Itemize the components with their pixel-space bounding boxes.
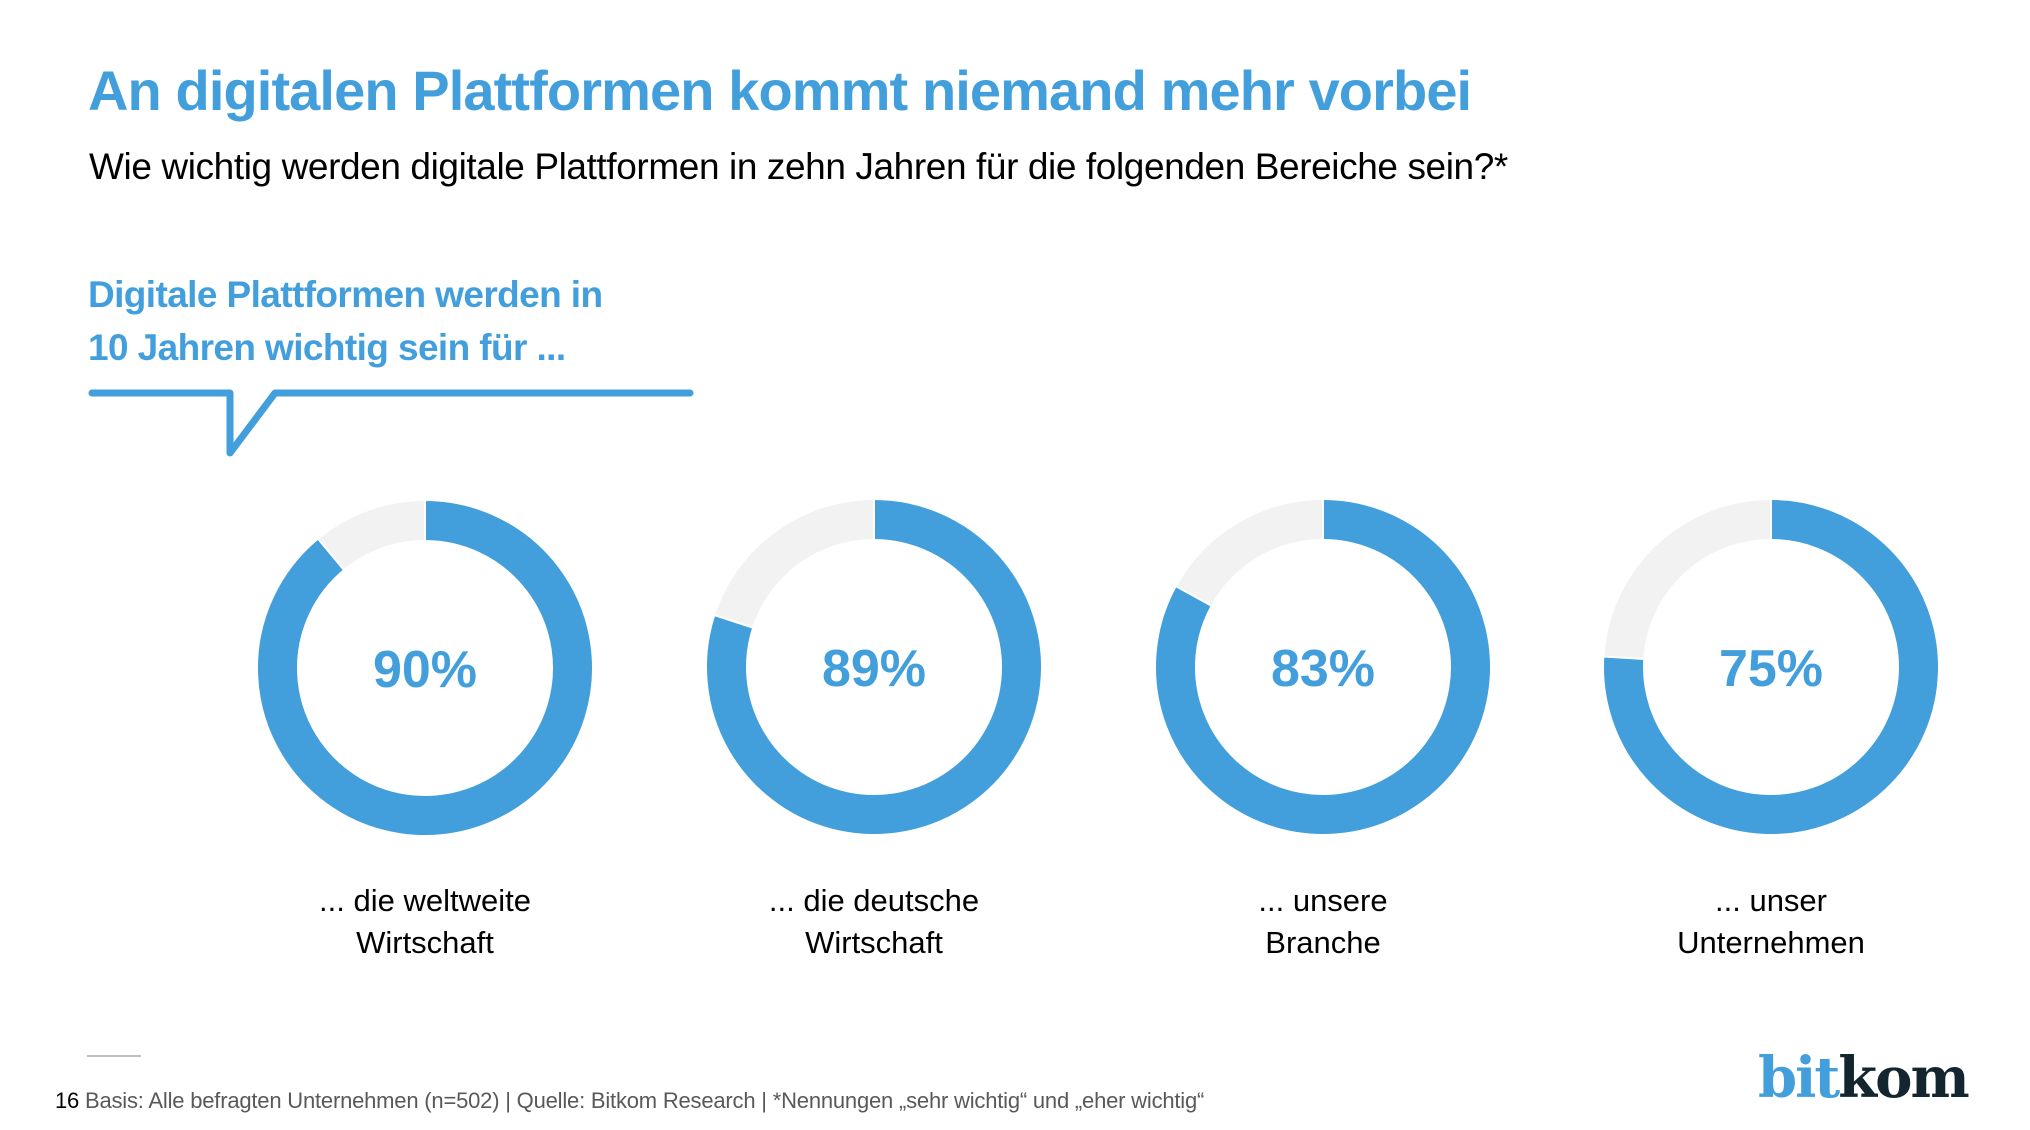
category-label-line-2: Wirtschaft xyxy=(356,925,494,960)
donut-value-segment xyxy=(258,501,592,835)
donut-chart: 75% xyxy=(1603,499,1938,834)
segment-separator xyxy=(1175,585,1213,607)
category-label-line-1: ... unsere xyxy=(1258,883,1388,918)
donut-value-segment xyxy=(707,500,1041,834)
category-label-line-1: ... die deutsche xyxy=(768,883,980,918)
logo-part-kom: kom xyxy=(1838,1045,1969,1111)
footer: 16 Basis: Alle befragten Unternehmen (n=… xyxy=(55,1088,1204,1114)
segment-separator xyxy=(1603,655,1645,661)
donut-chart: 90% xyxy=(258,500,592,835)
callout-line-1: Digitale Plattformen werden in xyxy=(88,274,603,315)
page-number: 16 xyxy=(55,1088,80,1113)
category-label-line-2: Branche xyxy=(1265,925,1381,960)
donut-remainder-segment xyxy=(1604,500,1772,660)
donut-value-segment xyxy=(1604,500,1938,834)
segment-separator xyxy=(713,614,754,629)
donut-value-label: 89% xyxy=(822,640,926,698)
category-label-line-2: Unternehmen xyxy=(1677,925,1865,960)
callout-line-2: 10 Jahren wichtig sein für ... xyxy=(88,327,566,368)
donut-value-label: 75% xyxy=(1719,640,1823,698)
speech-bubble-line xyxy=(88,389,694,457)
donut-value-label: 83% xyxy=(1271,640,1375,698)
category-label-line-1: ... unser xyxy=(1715,883,1827,918)
slide-subtitle: Wie wichtig werden digitale Plattformen … xyxy=(89,146,1508,187)
donut-remainder-segment xyxy=(715,500,875,628)
donut-chart: 83% xyxy=(1156,499,1490,834)
donut-remainder-segment xyxy=(1176,500,1324,606)
category-label-line-2: Wirtschaft xyxy=(805,925,943,960)
donut-chart: 89% xyxy=(707,499,1041,834)
bitkom-logo: bitkom xyxy=(1758,1045,1970,1111)
category-label: ... unsere Branche xyxy=(1133,880,1513,964)
category-label: ... die deutsche Wirtschaft xyxy=(684,880,1064,964)
donut-value-label: 90% xyxy=(373,641,477,699)
donut-remainder-segment xyxy=(318,501,426,570)
logo-part-bit: bit xyxy=(1758,1045,1840,1111)
category-label-line-1: ... die weltweite xyxy=(319,883,531,918)
category-label: ... die weltweite Wirtschaft xyxy=(235,880,615,964)
segment-separator xyxy=(317,537,345,571)
source-note: Basis: Alle befragten Unternehmen (n=502… xyxy=(85,1088,1205,1113)
slide-title: An digitalen Plattformen kommt niemand m… xyxy=(88,59,1472,122)
callout-heading: Digitale Plattformen werden in 10 Jahren… xyxy=(88,268,603,374)
category-label: ... unser Unternehmen xyxy=(1581,880,1961,964)
footer-divider xyxy=(87,1055,141,1057)
donut-value-segment xyxy=(1156,500,1490,834)
